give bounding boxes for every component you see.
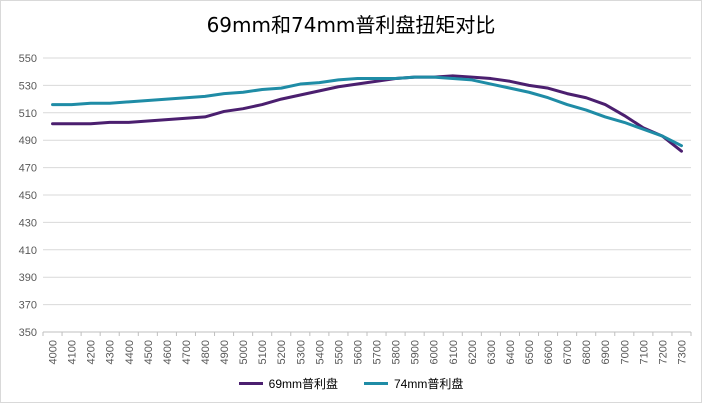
y-tick-label: 410 [19, 245, 37, 257]
legend-item-69mm: 69mm普利盘 [238, 375, 338, 392]
x-tick-label: 6000 [429, 340, 441, 364]
x-tick-label: 7300 [676, 340, 688, 364]
x-tick-label: 6900 [600, 340, 612, 364]
x-tick-label: 6800 [581, 340, 593, 364]
x-tick-label: 4000 [48, 340, 60, 364]
legend-swatch-69mm [238, 382, 263, 385]
y-tick-label: 490 [19, 135, 37, 147]
legend: 69mm普利盘 74mm普利盘 [1, 375, 701, 392]
y-tick-label: 390 [19, 272, 37, 284]
y-tick-label: 510 [19, 108, 37, 120]
x-tick-label: 5800 [391, 340, 403, 364]
x-tick-label: 4700 [181, 340, 193, 364]
x-tick-label: 4800 [200, 340, 212, 364]
series-line-74mm [51, 75, 683, 148]
x-tick-label: 6200 [467, 340, 479, 364]
y-tick-label: 550 [19, 53, 37, 65]
x-tick-label: 4600 [162, 340, 174, 364]
x-tick-label: 7100 [638, 340, 650, 364]
x-tick-label: 5000 [238, 340, 250, 364]
legend-label-74mm: 74mm普利盘 [394, 377, 464, 391]
chart-title: 69mm和74mm普利盘扭矩对比 [206, 13, 496, 37]
x-tick-label: 5900 [410, 340, 422, 364]
x-tick-label: 6500 [524, 340, 536, 364]
x-tick-label: 4900 [219, 340, 231, 364]
y-tick-label: 470 [19, 163, 37, 175]
y-tick-label: 530 [19, 80, 37, 92]
x-tick-label: 5200 [276, 340, 288, 364]
x-tick-label: 6100 [448, 340, 460, 364]
y-tick-label: 370 [19, 300, 37, 312]
x-tick-label: 5300 [295, 340, 307, 364]
x-tick-label: 4400 [124, 340, 136, 364]
x-tick-label: 6300 [486, 340, 498, 364]
y-tick-label: 430 [19, 217, 37, 229]
x-tick-label: 6700 [562, 340, 574, 364]
x-tick-label: 4500 [143, 340, 155, 364]
x-tick-label: 7000 [619, 340, 631, 364]
series-line-69mm [51, 74, 683, 153]
x-tick-label: 5400 [314, 340, 326, 364]
x-tick-label: 5100 [257, 340, 269, 364]
x-tick-label: 4200 [86, 340, 98, 364]
x-tick-label: 6600 [543, 340, 555, 364]
legend-item-74mm: 74mm普利盘 [364, 375, 463, 392]
x-tick-label: 7200 [657, 340, 669, 364]
x-tick-label: 5700 [372, 340, 384, 364]
x-tick-label: 5600 [352, 340, 364, 364]
y-tick-label: 350 [19, 327, 37, 339]
y-tick-label: 450 [19, 190, 37, 202]
x-tick-label: 4300 [105, 340, 117, 364]
x-tick-label: 5500 [333, 340, 345, 364]
x-tick-label: 6400 [505, 340, 517, 364]
legend-swatch-74mm [364, 382, 388, 385]
x-tick-label: 4100 [67, 340, 79, 364]
legend-label-69mm: 69mm普利盘 [268, 377, 338, 391]
